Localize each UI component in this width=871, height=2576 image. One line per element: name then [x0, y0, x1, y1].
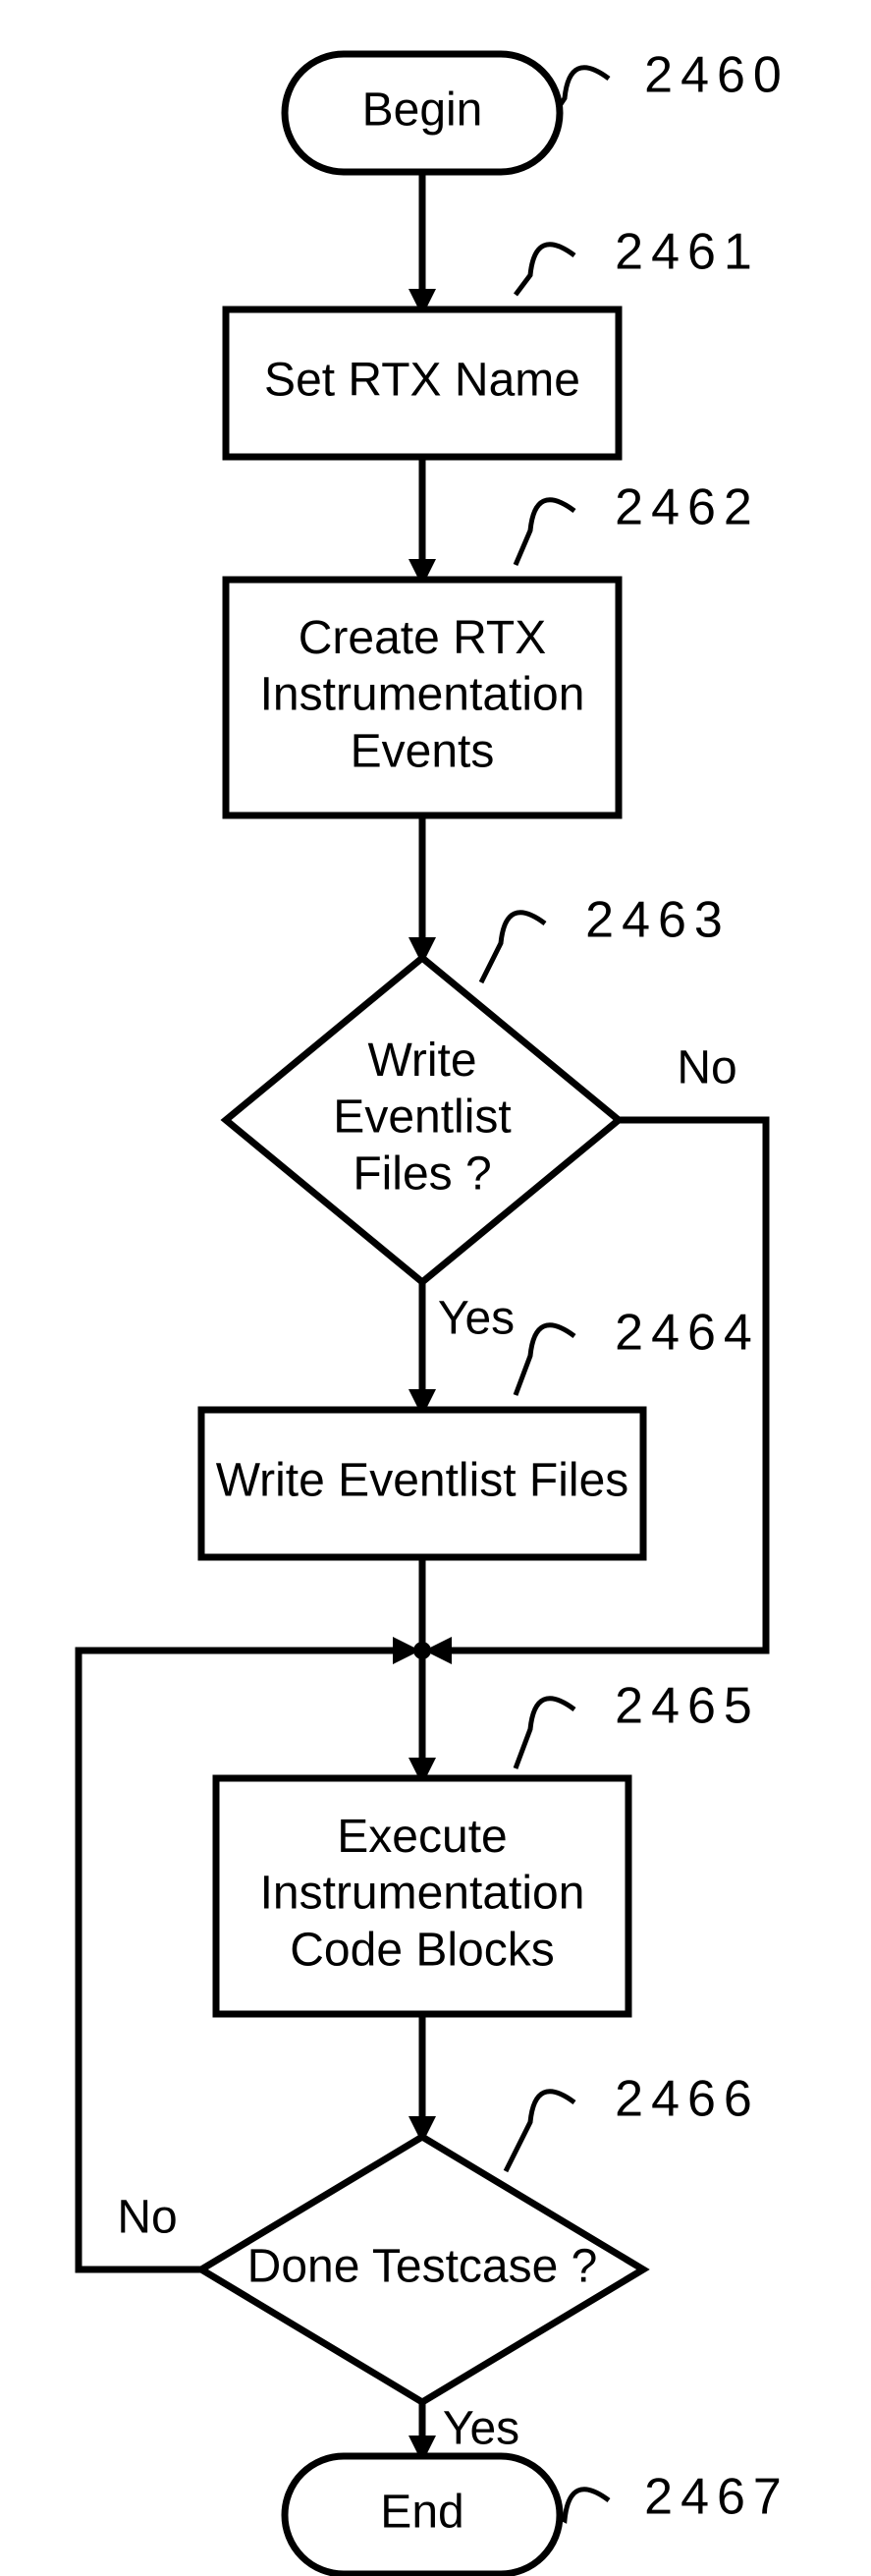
- node-label: Instrumentation: [260, 669, 585, 721]
- ref-label: 2462: [615, 479, 760, 536]
- ref-leader: [516, 1325, 574, 1395]
- flowchart-svg: Yes No Yes No Begin 2460 Set RTX Name 2461 Creat…: [0, 0, 871, 2576]
- edge-label: Yes: [438, 1293, 515, 1345]
- node-label: Write Eventlist Files: [216, 1455, 629, 1507]
- node-label: Begin: [362, 84, 483, 137]
- ref-leader: [516, 500, 574, 565]
- node-d1: WriteEventlistFiles ?: [226, 958, 619, 1282]
- ref-label: 2464: [615, 1305, 760, 1362]
- ref-leader: [555, 68, 609, 113]
- node-n2: Create RTXInstrumentationEvents: [226, 580, 619, 815]
- node-label: End: [380, 2487, 463, 2539]
- node-n4: ExecuteInstrumentationCode Blocks: [216, 1778, 628, 2014]
- node-label: Eventlist: [333, 1092, 511, 1144]
- edge-label: No: [677, 1042, 736, 1094]
- ref-leader: [516, 1699, 574, 1768]
- ref-leader: [481, 913, 545, 982]
- ref-leader: [516, 245, 574, 295]
- node-d2: Done Testcase ?: [201, 2137, 643, 2402]
- ref-label: 2467: [644, 2469, 789, 2526]
- node-n1: Set RTX Name: [226, 309, 619, 457]
- node-n3: Write Eventlist Files: [201, 1410, 643, 1557]
- node-label: Set RTX Name: [264, 355, 580, 407]
- junction-dot: [413, 1642, 431, 1659]
- node-end: End: [285, 2456, 560, 2574]
- ref-label: 2466: [615, 2071, 760, 2128]
- ref-label: 2461: [615, 224, 760, 281]
- node-label: Code Blocks: [290, 1924, 554, 1976]
- ref-label: 2463: [585, 892, 731, 949]
- ref-leader: [506, 2092, 574, 2171]
- node-label: Files ?: [353, 1148, 491, 1200]
- node-label: Events: [351, 725, 495, 777]
- node-label: Instrumentation: [260, 1868, 585, 1920]
- node-label: Execute: [337, 1811, 507, 1863]
- edge-label: No: [117, 2192, 177, 2244]
- node-label: Done Testcase ?: [247, 2241, 598, 2293]
- edge-label: Yes: [443, 2403, 519, 2455]
- node-begin: Begin: [285, 54, 560, 172]
- node-label: Write: [367, 1035, 476, 1087]
- ref-label: 2460: [644, 47, 789, 104]
- node-label: Create RTX: [299, 612, 547, 664]
- ref-label: 2465: [615, 1678, 760, 1735]
